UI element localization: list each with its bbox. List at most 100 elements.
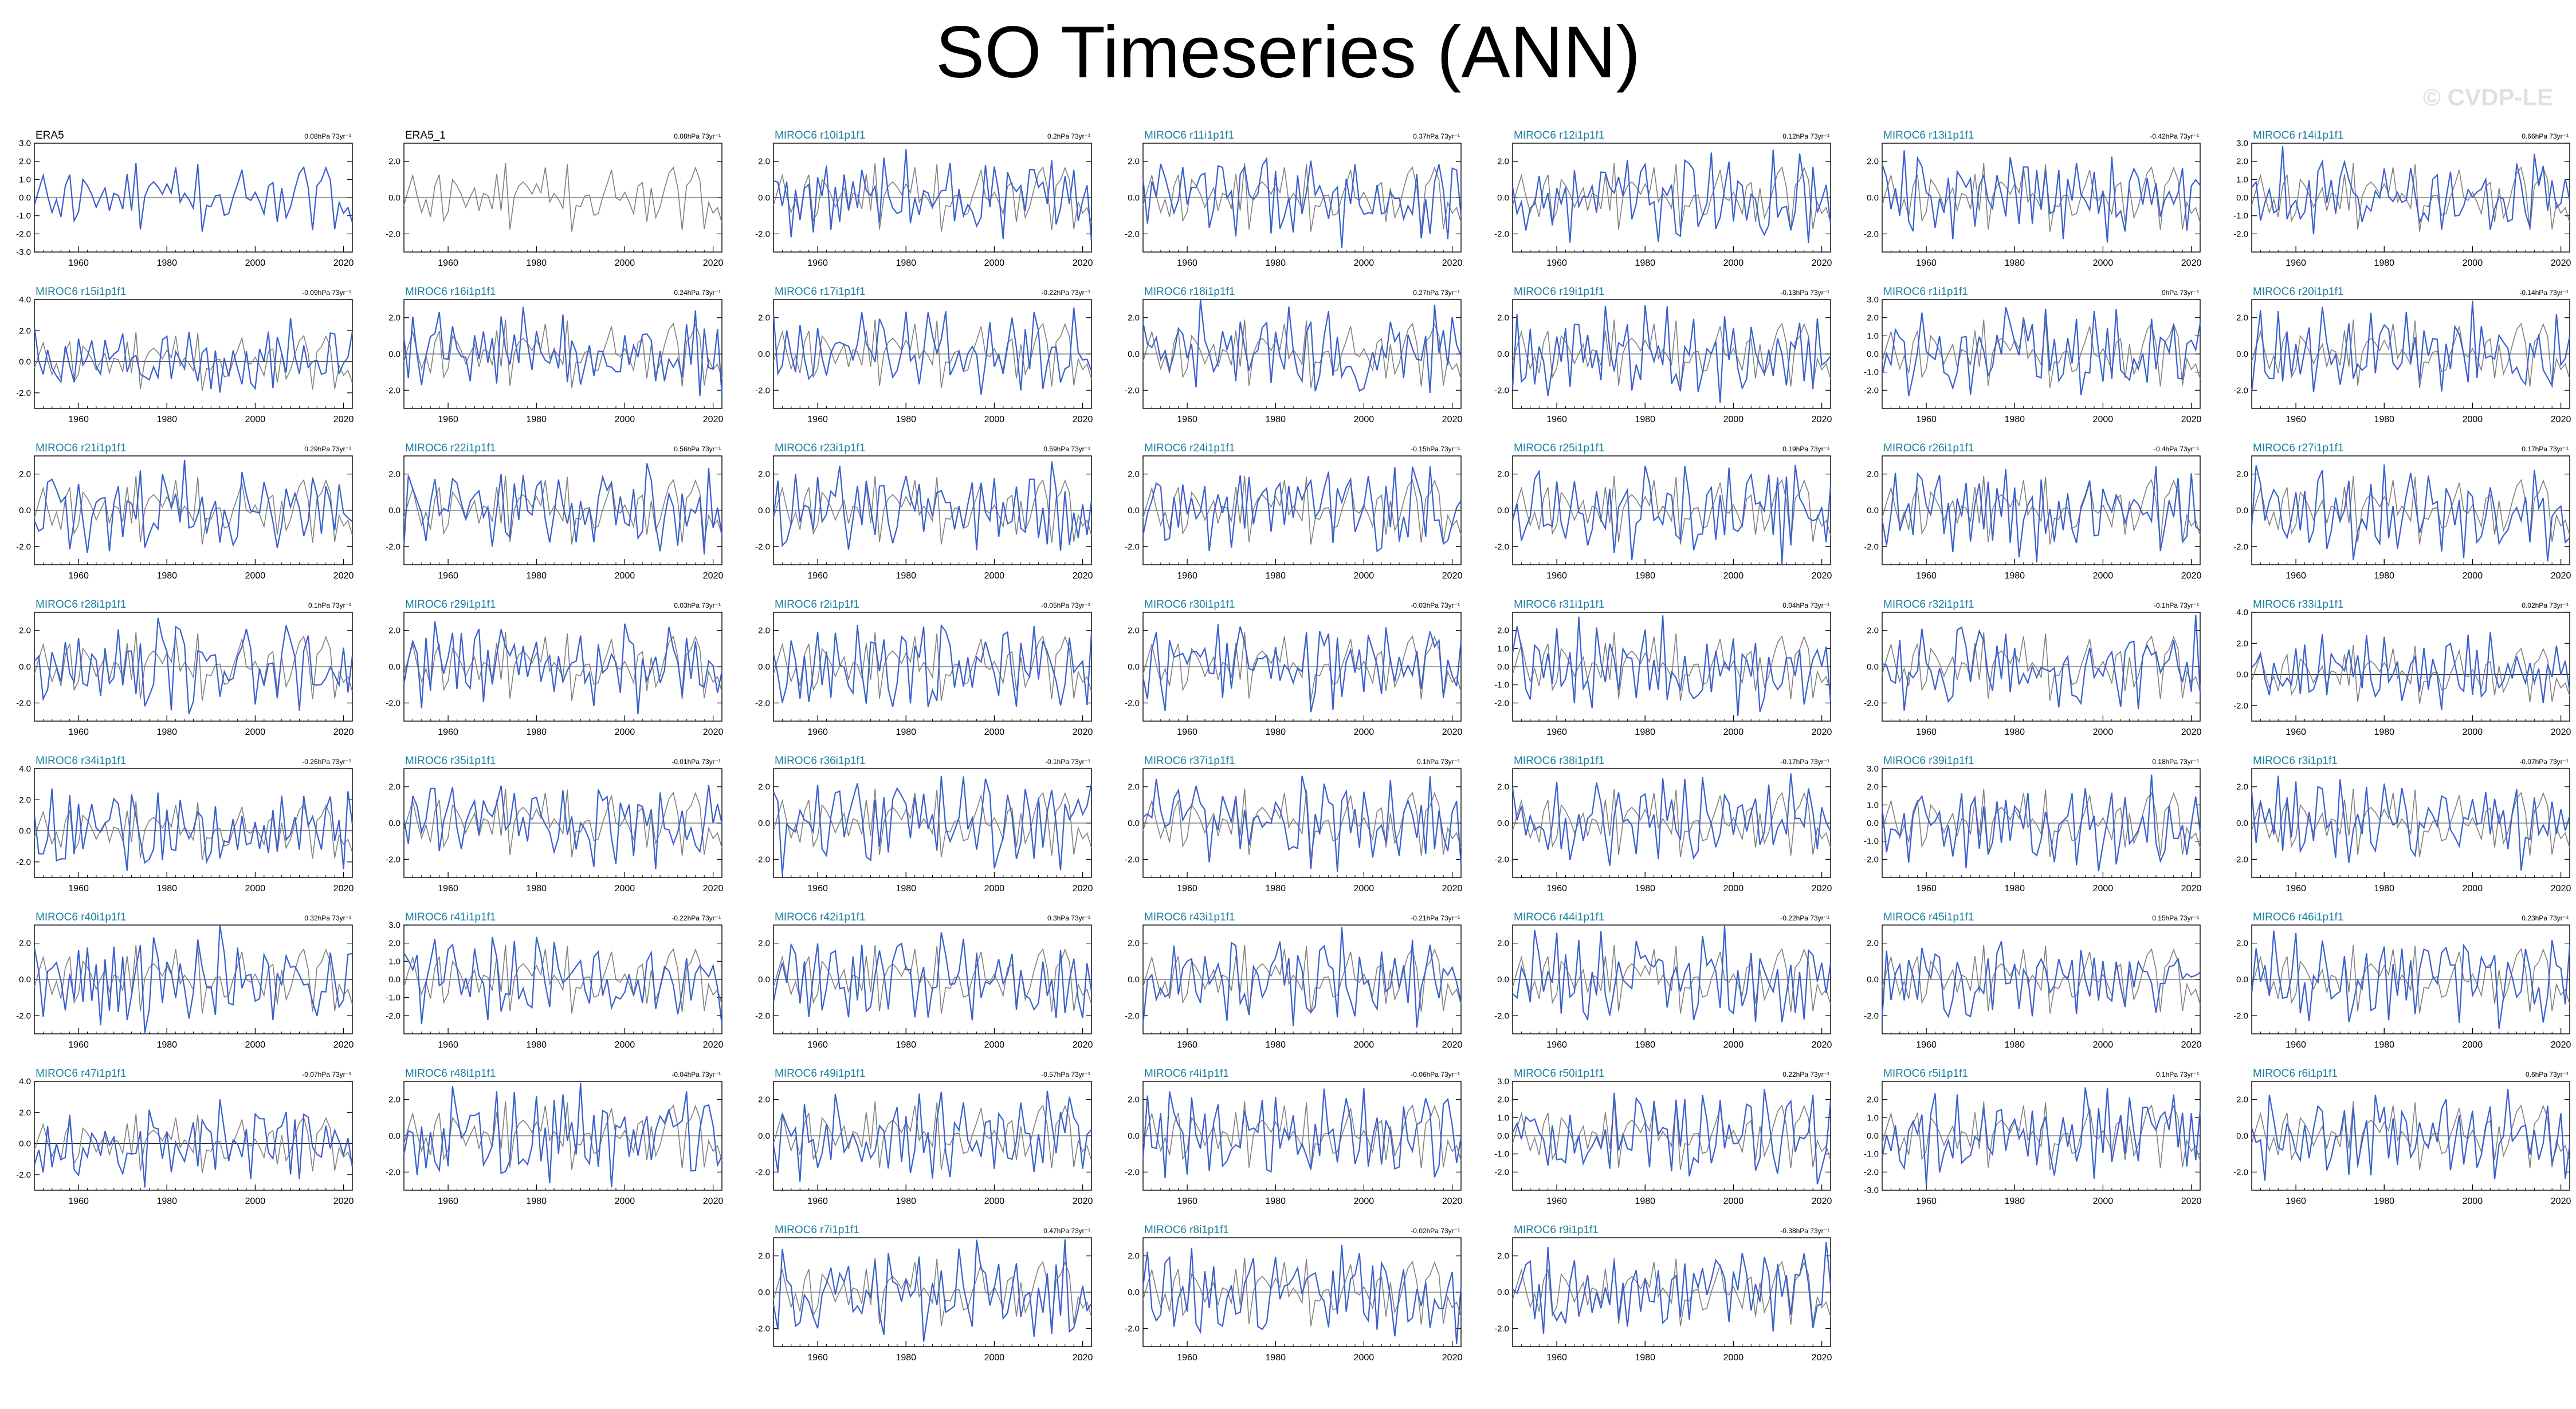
panel-trend: -0.13hPa 73yr⁻¹ xyxy=(1780,289,1829,297)
y-tick-label: 0.0 xyxy=(388,193,400,203)
x-tick-label: 2020 xyxy=(703,1040,724,1050)
y-tick-label: -2.0 xyxy=(1864,542,1879,552)
series-line-member xyxy=(772,932,1093,1021)
panel-trend: 0.18hPa 73yr⁻¹ xyxy=(2152,758,2199,766)
x-tick-label: 2020 xyxy=(1812,415,1832,424)
x-tick-label: 2000 xyxy=(615,415,635,424)
panel-label: MIROC6 r38i1p1f1 xyxy=(1514,755,1604,767)
y-tick-label: 0.0 xyxy=(758,193,770,203)
y-tick-label: 0.0 xyxy=(388,1131,400,1141)
panel-trend: -0.05hPa 73yr⁻¹ xyxy=(1041,601,1090,609)
x-tick-label: 2020 xyxy=(703,258,724,268)
x-tick-label: 1960 xyxy=(1546,1040,1567,1050)
panel-label: MIROC6 r32i1p1f1 xyxy=(1883,599,1974,611)
series-line-member xyxy=(1511,305,1831,403)
x-tick-label: 2000 xyxy=(1723,1197,1744,1206)
panel-label: MIROC6 r43i1p1f1 xyxy=(1144,911,1235,923)
y-tick-label: 2.0 xyxy=(758,939,770,948)
y-tick-label: 2.0 xyxy=(2236,639,2248,648)
x-tick-label: 1960 xyxy=(807,884,828,894)
y-tick-label: -2.0 xyxy=(1864,855,1879,864)
panel: MIROC6 r15i1p1f1 -0.09hPa 73yr⁻¹ 4.0 2.0 0.0… xyxy=(16,286,354,424)
y-tick-label: -2.0 xyxy=(16,698,31,708)
x-tick-label: 2000 xyxy=(615,258,635,268)
series-line-member xyxy=(1881,150,2201,243)
x-tick-label: 2000 xyxy=(1723,884,1744,894)
y-tick-label: -2.0 xyxy=(755,229,770,239)
x-tick-label: 2000 xyxy=(1723,1040,1744,1050)
panel-trend: 0.37hPa 73yr⁻¹ xyxy=(1413,132,1460,140)
series-line-observed xyxy=(403,475,722,545)
y-tick-label: 2.0 xyxy=(1497,313,1509,323)
x-tick-label: 1960 xyxy=(68,1197,89,1206)
x-tick-label: 2020 xyxy=(1812,884,1832,894)
panel: MIROC6 r29i1p1f1 0.03hPa 73yr⁻¹ 2.0 0.0 -2.0… xyxy=(386,599,723,737)
x-tick-label: 1960 xyxy=(807,571,828,581)
series-line-observed xyxy=(2251,944,2570,1014)
x-tick-label: 1960 xyxy=(1177,258,1197,268)
y-tick-label: 0.0 xyxy=(388,818,400,828)
series-line-member xyxy=(1512,1241,1832,1334)
y-tick-label: 0.0 xyxy=(1497,349,1509,359)
panel-trend: -0.04hPa 73yr⁻¹ xyxy=(672,1070,721,1079)
x-tick-label: 1980 xyxy=(526,727,547,737)
x-tick-label: 2020 xyxy=(2551,727,2571,737)
panel-label: MIROC6 r48i1p1f1 xyxy=(405,1068,496,1080)
y-tick-label: 4.0 xyxy=(19,764,31,774)
x-tick-label: 1980 xyxy=(2374,727,2394,737)
y-tick-label: -1.0 xyxy=(1494,680,1509,690)
x-tick-label: 2000 xyxy=(2093,1040,2114,1050)
y-tick-label: 2.0 xyxy=(1497,626,1509,636)
x-tick-label: 1980 xyxy=(526,571,547,581)
y-tick-label: -2.0 xyxy=(386,385,400,395)
x-tick-label: 2020 xyxy=(333,1040,354,1050)
x-tick-label: 1960 xyxy=(1177,571,1197,581)
x-tick-label: 2020 xyxy=(1812,1197,1832,1206)
x-tick-label: 2000 xyxy=(1354,727,1375,737)
y-tick-label: 0.0 xyxy=(758,818,770,828)
x-tick-label: 1980 xyxy=(2004,727,2025,737)
y-tick-label: 0.0 xyxy=(758,506,770,515)
panel-label: MIROC6 r18i1p1f1 xyxy=(1144,286,1235,298)
panel-label: MIROC6 r3i1p1f1 xyxy=(2253,755,2338,767)
x-tick-label: 2020 xyxy=(2181,258,2202,268)
panel-label: MIROC6 r4i1p1f1 xyxy=(1144,1068,1229,1080)
panel: MIROC6 r35i1p1f1 -0.01hPa 73yr⁻¹ 2.0 0.0 -2.… xyxy=(386,755,723,894)
panel: MIROC6 r3i1p1f1 -0.07hPa 73yr⁻¹ 2.0 0.0 -2.0… xyxy=(2233,755,2571,894)
y-tick-label: 2.0 xyxy=(19,1108,31,1117)
x-tick-label: 2000 xyxy=(2463,1197,2483,1206)
x-tick-label: 1960 xyxy=(1916,1040,1937,1050)
x-tick-label: 2020 xyxy=(1442,571,1463,581)
x-tick-label: 1960 xyxy=(1177,1197,1197,1206)
series-line-observed xyxy=(403,788,722,857)
series-line-member xyxy=(1511,773,1831,866)
series-line-observed xyxy=(1142,788,1462,857)
y-tick-label: 2.0 xyxy=(2236,313,2248,323)
y-tick-label: 2.0 xyxy=(1128,939,1140,948)
y-tick-label: 1.0 xyxy=(2236,175,2248,184)
x-tick-label: 2000 xyxy=(2093,415,2114,424)
x-tick-label: 2020 xyxy=(333,571,354,581)
x-tick-label: 1960 xyxy=(2286,727,2306,737)
x-tick-label: 2020 xyxy=(1442,1040,1463,1050)
x-tick-label: 2020 xyxy=(2181,1197,2202,1206)
x-tick-label: 2000 xyxy=(1354,884,1375,894)
x-tick-label: 2000 xyxy=(1354,571,1375,581)
y-tick-label: 0.0 xyxy=(19,1139,31,1149)
x-tick-label: 2000 xyxy=(2463,571,2483,581)
y-tick-label: 0.0 xyxy=(1128,349,1140,359)
y-tick-label: 0.0 xyxy=(1128,662,1140,672)
x-tick-label: 2000 xyxy=(2463,727,2483,737)
x-tick-label: 2020 xyxy=(2181,884,2202,894)
y-tick-label: 3.0 xyxy=(1867,295,1879,305)
x-tick-label: 2000 xyxy=(984,571,1005,581)
x-tick-label: 2000 xyxy=(615,571,635,581)
panel-label: MIROC6 r50i1p1f1 xyxy=(1514,1068,1604,1080)
y-tick-label: 1.0 xyxy=(1867,800,1879,810)
y-tick-label: 2.0 xyxy=(1497,939,1509,948)
x-tick-label: 2000 xyxy=(2093,571,2114,581)
x-tick-label: 2000 xyxy=(1354,258,1375,268)
x-tick-label: 1980 xyxy=(156,258,177,268)
x-tick-label: 1980 xyxy=(156,571,177,581)
x-tick-label: 1960 xyxy=(1177,727,1197,737)
